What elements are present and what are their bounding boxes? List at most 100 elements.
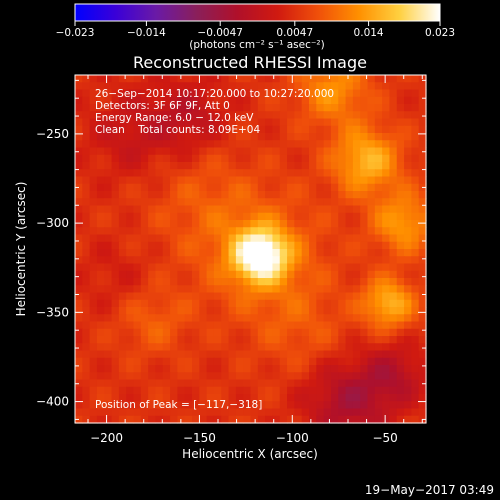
- heatmap-cell: [199, 212, 208, 221]
- heatmap-cell: [418, 336, 427, 344]
- heatmap-cell: [213, 386, 222, 395]
- heatmap-cell: [404, 401, 412, 410]
- heatmap-cell: [257, 328, 266, 337]
- heatmap-cell: [104, 314, 113, 323]
- heatmap-cell: [382, 96, 391, 105]
- heatmap-cell: [184, 125, 193, 134]
- heatmap-cell: [418, 314, 427, 323]
- heatmap-cell: [104, 205, 113, 214]
- heatmap-cell: [360, 162, 369, 170]
- heatmap-cell: [162, 386, 171, 395]
- heatmap-cell: [82, 75, 91, 83]
- heatmap-cell: [265, 343, 274, 352]
- heatmap-cell: [155, 147, 164, 156]
- heatmap-cell: [228, 336, 237, 344]
- heatmap-cell: [155, 278, 164, 286]
- heatmap-cell: [133, 162, 142, 170]
- heatmap-cell: [338, 357, 347, 366]
- heatmap-cell: [184, 263, 193, 272]
- heatmap-cell: [257, 394, 266, 402]
- heatmap-cell: [345, 343, 354, 352]
- heatmap-cell: [111, 183, 120, 192]
- heatmap-cell: [287, 307, 295, 315]
- heatmap-cell: [184, 169, 193, 178]
- heatmap-cell: [309, 307, 317, 315]
- heatmap-cell: [228, 220, 237, 228]
- heatmap-cell: [360, 299, 369, 308]
- heatmap-cell: [206, 133, 215, 141]
- heatmap-cell: [382, 125, 391, 134]
- heatmap-cell: [213, 307, 222, 315]
- heatmap-cell: [243, 89, 252, 98]
- heatmap-cell: [272, 350, 281, 359]
- heatmap-cell: [170, 307, 178, 315]
- heatmap-cell: [162, 234, 171, 243]
- heatmap-cell: [213, 169, 222, 178]
- heatmap-cell: [111, 205, 120, 214]
- heatmap-cell: [287, 408, 295, 417]
- heatmap-cell: [177, 292, 186, 301]
- heatmap-cell: [396, 321, 405, 330]
- heatmap-cell: [411, 401, 420, 410]
- heatmap-cell: [250, 343, 259, 352]
- heatmap-cell: [155, 169, 164, 178]
- heatmap-cell: [389, 328, 398, 337]
- heatmap-cell: [330, 292, 339, 301]
- heatmap-cell: [272, 365, 281, 373]
- heatmap-cell: [235, 147, 244, 156]
- heatmap-cell: [367, 154, 376, 163]
- heatmap-cell: [389, 285, 398, 294]
- heatmap-cell: [192, 89, 200, 98]
- heatmap-cell: [411, 299, 420, 308]
- heatmap-cell: [374, 292, 383, 301]
- heatmap-cell: [396, 372, 405, 381]
- heatmap-cell: [338, 198, 347, 207]
- heatmap-cell: [396, 147, 405, 156]
- heatmap-cell: [330, 263, 339, 272]
- heatmap-cell: [352, 212, 361, 221]
- heatmap-cell: [184, 292, 193, 301]
- heatmap-cell: [389, 336, 398, 344]
- heatmap-cell: [155, 379, 164, 388]
- heatmap-cell: [279, 336, 288, 344]
- heatmap-cell: [199, 234, 208, 243]
- heatmap-cell: [118, 234, 127, 243]
- heatmap-cell: [374, 133, 383, 141]
- heatmap-cell: [294, 234, 303, 243]
- heatmap-cell: [221, 125, 230, 134]
- heatmap-cell: [104, 234, 113, 243]
- heatmap-cell: [330, 357, 339, 366]
- heatmap-cell: [170, 89, 178, 98]
- heatmap-cell: [257, 321, 266, 330]
- heatmap-cell: [213, 292, 222, 301]
- heatmap-cell: [206, 307, 215, 315]
- heatmap-cell: [235, 256, 244, 265]
- heatmap-cell: [367, 401, 376, 410]
- heatmap-cell: [404, 321, 412, 330]
- heatmap-cell: [309, 365, 317, 373]
- heatmap-cell: [382, 321, 391, 330]
- heatmap-cell: [82, 278, 91, 286]
- heatmap-cell: [287, 133, 295, 141]
- heatmap-cell: [316, 227, 325, 236]
- heatmap-cell: [184, 176, 193, 185]
- heatmap-cell: [118, 292, 127, 301]
- heatmap-cell: [411, 147, 420, 156]
- heatmap-cell: [89, 278, 98, 286]
- heatmap-cell: [250, 394, 259, 402]
- heatmap-cell: [309, 198, 317, 207]
- heatmap-cell: [89, 154, 98, 163]
- heatmap-cell: [279, 104, 288, 112]
- heatmap-cell: [140, 357, 149, 366]
- heatmap-cell: [323, 350, 332, 359]
- heatmap-cell: [213, 408, 222, 417]
- heatmap-cell: [126, 241, 135, 250]
- heatmap-cell: [170, 394, 178, 402]
- heatmap-cell: [133, 191, 142, 199]
- heatmap-cell: [301, 147, 310, 156]
- heatmap-cell: [404, 111, 412, 120]
- heatmap-cell: [228, 343, 237, 352]
- heatmap-cell: [294, 118, 303, 127]
- heatmap-cell: [418, 365, 427, 373]
- heatmap-cell: [265, 75, 274, 83]
